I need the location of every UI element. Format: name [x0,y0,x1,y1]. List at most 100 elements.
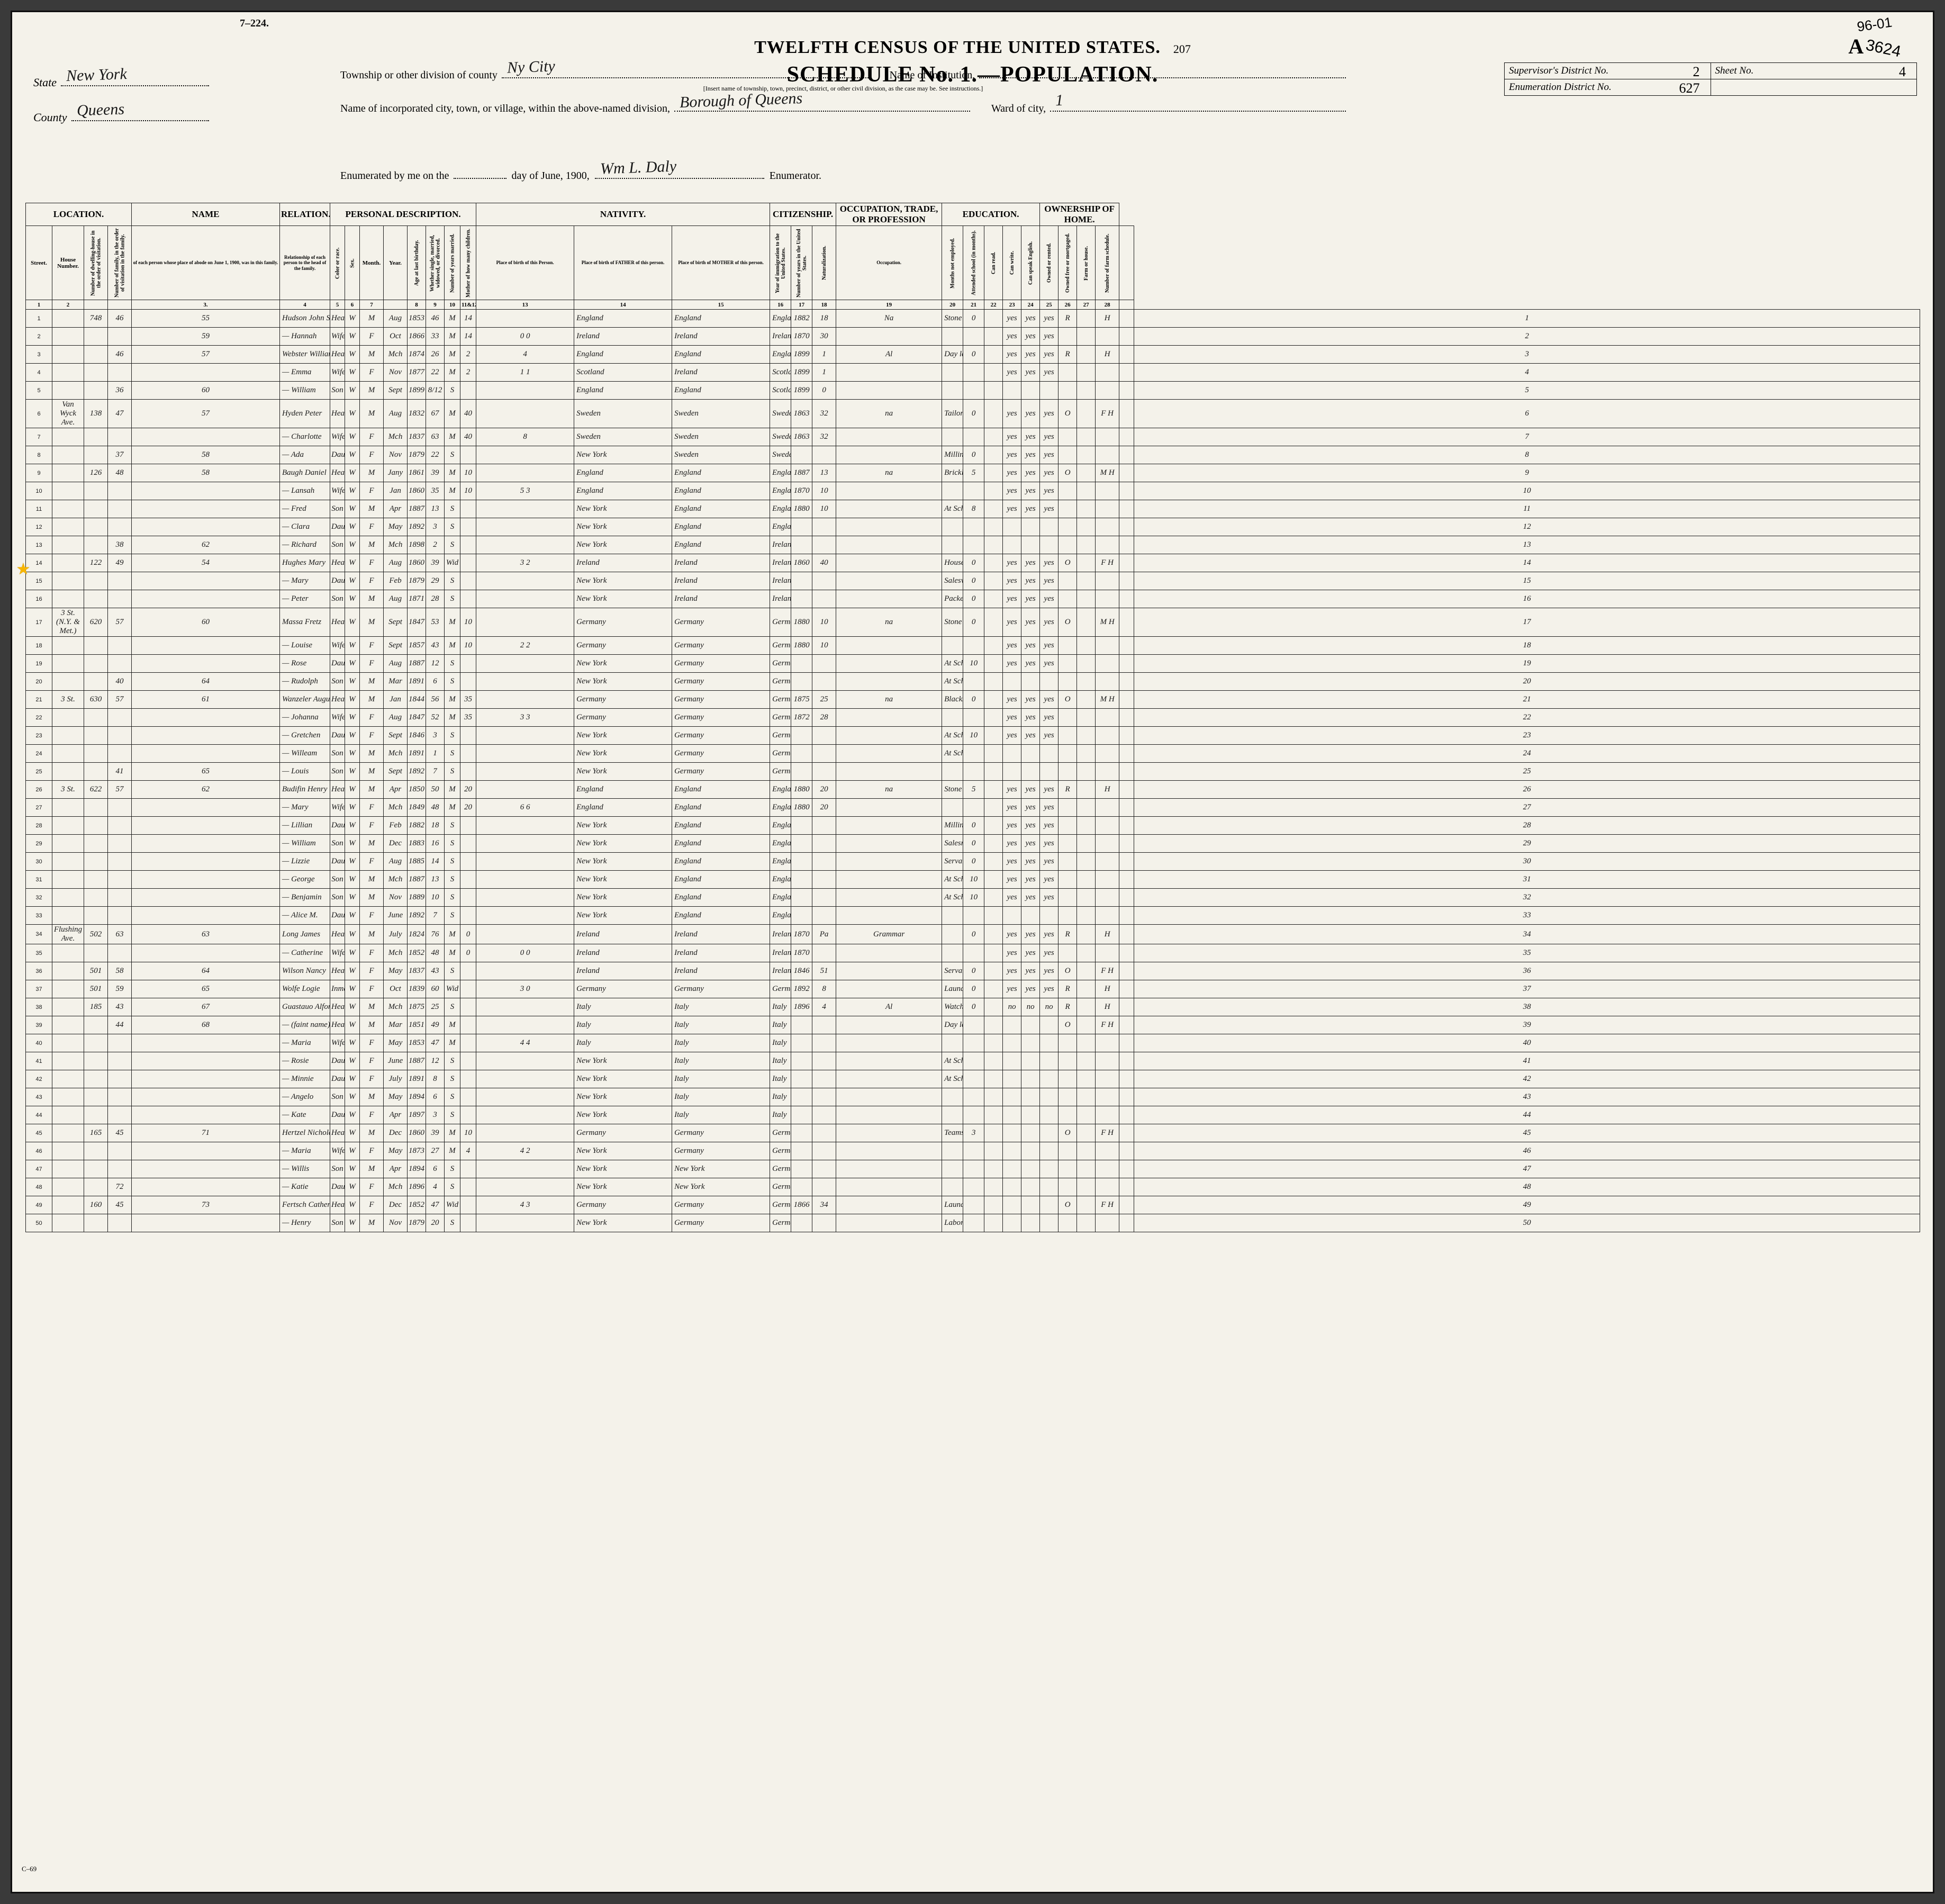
sheet-label: Sheet No. [1715,65,1754,76]
row-index: 32 [26,889,52,907]
row-index: 5 [26,382,52,400]
row-index: 20 [26,673,52,691]
table-row[interactable]: 18— Louise Wife W F Sept 1857 43 M 10 2 2 Germany G… [26,637,1920,655]
table-row[interactable]: 2 59— Hannah Wife W F Oct 1866 33 M 14 0 0 Ireland I… [26,328,1920,346]
table-row[interactable]: 12— ClaraDaughterWFMay18923SNew YorkEngl… [26,518,1920,536]
table-row[interactable]: 44— KateDaughterWFApr18973SNew YorkItaly… [26,1106,1920,1124]
page-number: 207 [1173,42,1191,56]
township-instructions: [Insert name of township, town, precinct… [340,85,1346,93]
state-county-block: State New York County Queens [33,70,209,140]
table-row[interactable]: 10— Lansah Wife W F Jan 1860 35 M 10 5 3 England En… [26,482,1920,500]
table-row[interactable]: 25 41 65— Louis Son W M Sept 1892 7 S New York Germ… [26,763,1920,781]
row-index: 13 [26,536,52,554]
group-header-ownership: OWNERSHIP OF HOME. [1040,203,1119,226]
table-row[interactable]: 32— Benjamin Son W M Nov 1889 10 S New York Engla… [26,889,1920,907]
table-row[interactable]: 5 36 60— William Son W M Sept 1899 8/12 S England E… [26,382,1920,400]
row-index: 11 [26,500,52,518]
table-row[interactable]: 50— Henry Son W M Nov 1879 20 S New York Germany G… [26,1214,1920,1232]
table-row[interactable]: 33— Alice M.DaughterWFJune18927SNew York… [26,907,1920,925]
row-index: 17 [26,608,52,637]
row-index: 22 [26,709,52,727]
county-value: Queens [76,100,124,120]
table-row[interactable]: 15— MaryDaughterWFFeb187929SNew YorkIrel… [26,572,1920,590]
star-icon: ★ [26,560,31,572]
enumerated-label: Enumerated by me on the [340,170,449,182]
state-input[interactable]: New York [61,70,209,86]
table-row[interactable]: 20 40 64— Rudolph Son W M Mar 1891 6 S New York Ger… [26,673,1920,691]
corner-stamp: 96-01 A3624 [1848,16,1901,59]
group-header-citizenship: CITIZENSHIP. [770,203,836,226]
sub-header-street: Street. [26,226,52,300]
sub-header-ownedfree: Owned free or mortgaged. [1059,226,1077,300]
row-index: 10 [26,482,52,500]
sub-header-birthplace: Place of birth of this Person. [476,226,574,300]
table-row[interactable]: 24— Willeam Son W M Mch 1891 1 S New York Germany… [26,745,1920,763]
row-index: 26 [26,781,52,799]
supervisor-district-label: Supervisor's District No. [1509,65,1608,76]
table-row[interactable]: 22— Johanna Wife W F Aug 1847 52 M 35 3 3 Germany G… [26,709,1920,727]
table-row[interactable]: 4— Emma Wife W F Nov 1877 22 M 2 1 1 Scotland Irela… [26,364,1920,382]
table-row[interactable]: 23— GretchenDaughterWFSept18463SNew York… [26,727,1920,745]
row-index: 44 [26,1106,52,1124]
incorporated-input[interactable]: Borough of Queens [674,96,970,112]
sub-header-month: Month. [360,226,384,300]
table-row[interactable]: 28— LillianDaughterWFFeb188218SNew YorkE… [26,817,1920,835]
row-index: 2 [26,328,52,346]
township-input[interactable]: Ny City [502,62,869,78]
table-row[interactable]: 16— Peter Son W M Aug 1871 28 S New York Ireland I… [26,590,1920,608]
group-header-location: LOCATION. [26,203,132,226]
table-row[interactable]: 42— MinnieDaughterWFJuly18918SNew YorkIt… [26,1070,1920,1088]
table-row[interactable]: 19— RoseDaughterWFAug188712SNew YorkGerm… [26,655,1920,673]
table-row[interactable]: 13 38 62— Richard Son W M Mch 1898 2 S New York Eng… [26,536,1920,554]
row-index: 29 [26,835,52,853]
county-input[interactable]: Queens [71,105,209,121]
table-row[interactable]: 35— Catherine Wife W F Mch 1852 48 M 0 0 0 Ireland… [26,944,1920,962]
table-row[interactable]: 40— Maria Wife W F May 1853 47 M 4 4 Italy Italy It… [26,1034,1920,1052]
enumerated-day-input[interactable] [454,163,506,179]
table-row[interactable]: 46— Maria Wife W F May 1873 27 M 4 4 2 New York Ger… [26,1142,1920,1160]
table-row[interactable]: 41— RosieDaughterWFJune188712SNew YorkIt… [26,1052,1920,1070]
sub-header-farmhouse: Farm or house. [1077,226,1096,300]
sub-header-housenum: House Number. [52,226,84,300]
census-data-table: LOCATION. NAME RELATION. PERSONAL DESCRI… [25,203,1920,1232]
table-row[interactable]: 31— George Son W M Mch 1887 13 S New York England… [26,871,1920,889]
institution-label: Name of Institution, [890,69,975,82]
sub-header-age: Age at last birthday. [408,226,426,300]
table-row[interactable]: 30— LizzieDaughterWFAug188514SNew YorkEn… [26,853,1920,871]
table-row[interactable]: 11— Fred Son W M Apr 1887 13 S New York England En… [26,500,1920,518]
row-index: 48 [26,1178,52,1196]
incorporated-value: Borough of Queens [679,89,802,112]
county-label: County [33,111,67,124]
ward-input[interactable]: 1 [1050,96,1346,112]
table-row[interactable]: 29— William Son W M Dec 1883 16 S New York Englan… [26,835,1920,853]
table-row[interactable]: 27— Mary Wife W F Mch 1849 48 M 20 6 6 England Engl… [26,799,1920,817]
table-row[interactable]: 17 3 St. (N.Y. & Met.) 620 57 60 Massa Fretz H… [26,608,1920,637]
row-index: 31 [26,871,52,889]
sub-header-motherbirthplace: Place of birth of MOTHER of this person. [672,226,770,300]
enumerator-name-input[interactable]: Wm L. Daly [595,163,764,179]
table-row[interactable]: 43— Angelo Son W M May 1894 6 S New York Italy Ita… [26,1088,1920,1106]
table-row[interactable]: 7— Charlotte Wife W F Mch 1837 63 M 40 8 Sweden Swe… [26,428,1920,446]
enumerator-line: Enumerated by me on the day of June, 190… [340,163,821,182]
institution-input[interactable] [979,62,1346,78]
table-row[interactable]: 47— Willis Son W M Apr 1894 6 S New York New York… [26,1160,1920,1178]
row-index: 16 [26,590,52,608]
row-index: 6 [26,400,52,428]
row-index: 21 [26,691,52,709]
